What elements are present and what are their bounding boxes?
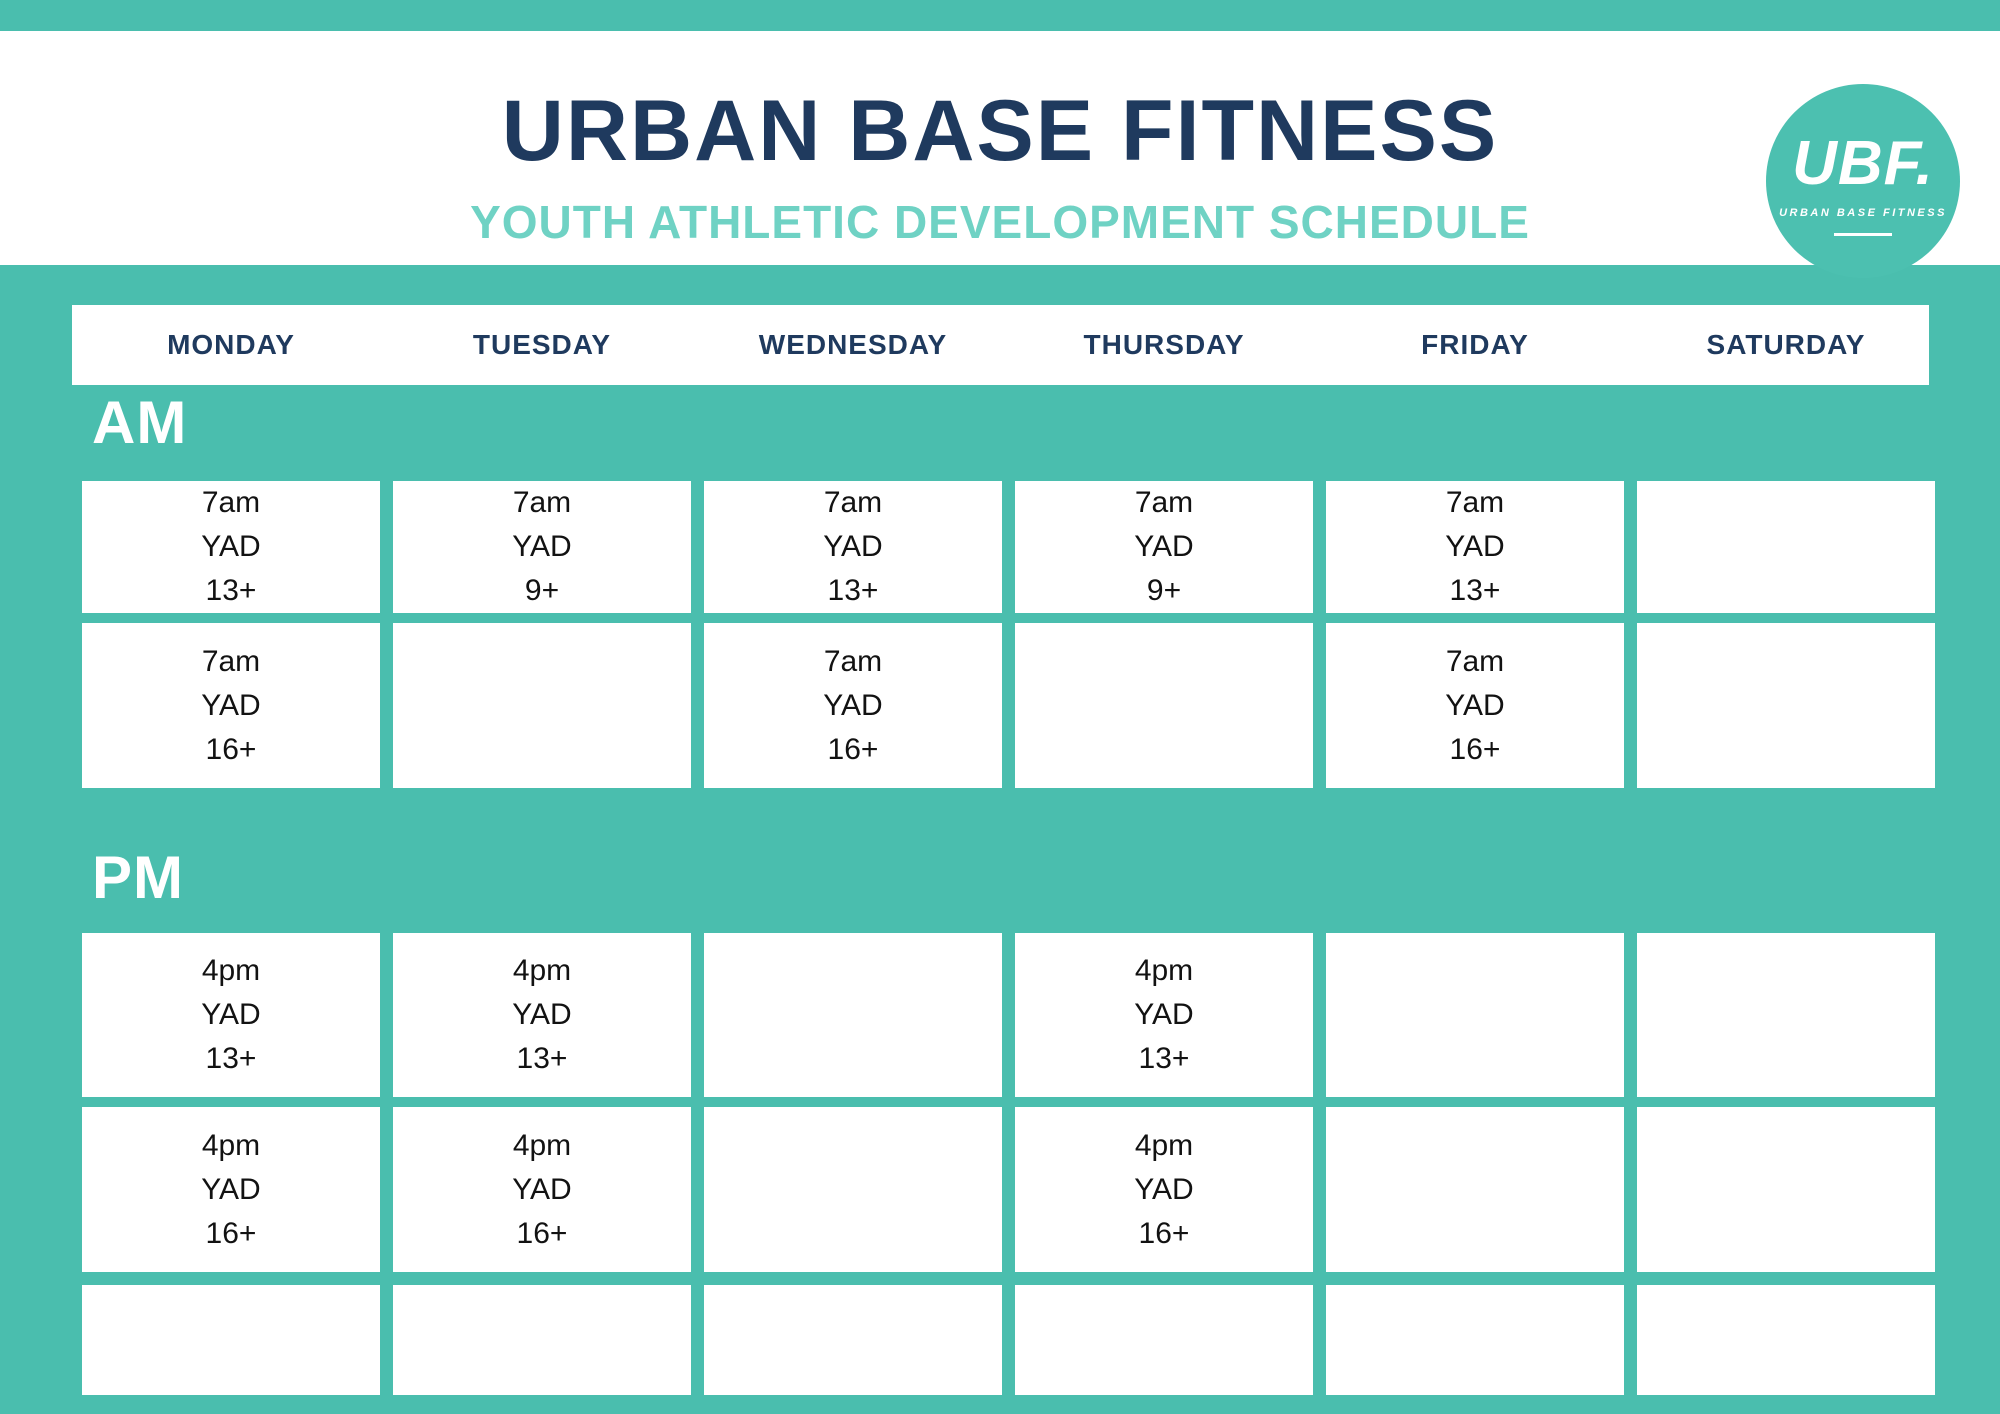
cell-line: 7am [512, 486, 572, 519]
schedule-cell-pm2-monday: 4pm YAD 16+ [82, 1107, 380, 1272]
cell-line: 13+ [1449, 574, 1501, 607]
cell-line: 16+ [827, 732, 879, 766]
cell-line: YAD [1445, 688, 1505, 722]
cell-line: 7am [1445, 486, 1505, 519]
schedule-cell-pm1-friday [1326, 933, 1624, 1097]
schedule-cell-pm1-thursday: 4pm YAD 13+ [1015, 933, 1313, 1097]
cell-line: 16+ [1449, 732, 1501, 766]
schedule-cell-am1-friday: 7am YAD 13+ [1326, 481, 1624, 613]
cell-line: 7am [823, 644, 883, 678]
schedule-row-pm-3 [82, 1285, 1935, 1395]
schedule-cell-am2-thursday [1015, 623, 1313, 788]
day-header-monday: MONDAY [167, 329, 295, 360]
cell-line: 16+ [205, 732, 257, 766]
schedule-cell-pm3-thursday [1015, 1285, 1313, 1395]
cell-line: YAD [201, 688, 261, 722]
section-label-am: AM [92, 389, 188, 456]
day-header-saturday: SATURDAY [1706, 329, 1866, 360]
schedule-cell-pm3-tuesday [393, 1285, 691, 1395]
section-label-pm: PM [92, 844, 184, 911]
day-header-thursday: THURSDAY [1083, 329, 1245, 360]
cell-line: YAD [201, 1172, 261, 1206]
cell-line: YAD [512, 1172, 572, 1206]
day-header-band: MONDAY TUESDAY WEDNESDAY THURSDAY FRIDAY… [72, 305, 1929, 385]
cell-line: 13+ [205, 1042, 257, 1075]
schedule-cell-pm1-tuesday: 4pm YAD 13+ [393, 933, 691, 1097]
cell-line: YAD [1445, 530, 1505, 563]
schedule-cell-pm2-tuesday: 4pm YAD 16+ [393, 1107, 691, 1272]
schedule-cell-pm2-saturday [1637, 1107, 1935, 1272]
cell-line: YAD [823, 688, 883, 722]
page-title: URBAN BASE FITNESS [501, 83, 1499, 179]
schedule-cell-pm3-wednesday [704, 1285, 1002, 1395]
schedule-cell-am2-monday: 7am YAD 16+ [82, 623, 380, 788]
cell-line: 7am [201, 644, 261, 678]
schedule-cell-am1-tuesday: 7am YAD 9+ [393, 481, 691, 613]
cell-line: 7am [823, 486, 883, 519]
page-subtitle: YOUTH ATHLETIC DEVELOPMENT SCHEDULE [470, 196, 1530, 248]
cell-line: YAD [201, 530, 261, 563]
cell-line: YAD [823, 530, 883, 563]
schedule-cell-pm2-wednesday [704, 1107, 1002, 1272]
cell-line: 16+ [205, 1216, 257, 1250]
schedule-cell-pm1-monday: 4pm YAD 13+ [82, 933, 380, 1097]
schedule-row-am-1: 7am YAD 13+ 7am YAD 9+ 7am YAD 13+ 7am YAD 9+ 7a… [82, 481, 1935, 613]
header-band: URBAN BASE FITNESS YOUTH ATHLETIC DEVELO… [0, 31, 2000, 278]
day-header-grid: MONDAY TUESDAY WEDNESDAY THURSDAY FRIDAY… [82, 305, 1935, 385]
schedule-cell-pm3-monday [82, 1285, 380, 1395]
cell-line: YAD [512, 998, 572, 1031]
cell-line: 4pm [1134, 954, 1194, 987]
cell-line: YAD [512, 530, 572, 563]
schedule-cell-am1-saturday [1637, 481, 1935, 613]
schedule-cell-am1-monday: 7am YAD 13+ [82, 481, 380, 613]
schedule-cell-pm2-friday [1326, 1107, 1624, 1272]
cell-line: 4pm [512, 1128, 572, 1162]
logo-abbreviation: UBF. [1792, 128, 1934, 198]
cell-line: 4pm [1134, 1128, 1194, 1162]
cell-line: 9+ [1146, 574, 1182, 607]
cell-line: 13+ [516, 1042, 568, 1075]
schedule-cell-am2-tuesday [393, 623, 691, 788]
schedule-cell-pm1-wednesday [704, 933, 1002, 1097]
cell-line: 16+ [1138, 1216, 1190, 1250]
day-header-tuesday: TUESDAY [472, 329, 612, 360]
cell-line: 4pm [201, 1128, 261, 1162]
cell-line: 13+ [1138, 1042, 1190, 1075]
day-header-wednesday: WEDNESDAY [758, 329, 948, 360]
logo-underline [1834, 232, 1892, 236]
schedule-cell-pm2-thursday: 4pm YAD 16+ [1015, 1107, 1313, 1272]
cell-line: 16+ [516, 1216, 568, 1250]
cell-line: 4pm [512, 954, 572, 987]
schedule-cell-pm1-saturday [1637, 933, 1935, 1097]
cell-line: YAD [1134, 1172, 1194, 1206]
cell-line: 7am [1445, 644, 1505, 678]
ubf-logo: UBF. URBAN BASE FITNESS [1766, 84, 1960, 278]
cell-line: YAD [1134, 998, 1194, 1031]
schedule-cell-am1-wednesday: 7am YAD 13+ [704, 481, 1002, 613]
logo-name: URBAN BASE FITNESS [1779, 206, 1947, 219]
schedule-cell-am2-wednesday: 7am YAD 16+ [704, 623, 1002, 788]
cell-line: 7am [1134, 486, 1194, 519]
cell-line: 7am [201, 486, 261, 519]
cell-line: 13+ [205, 574, 257, 607]
cell-line: 13+ [827, 574, 879, 607]
schedule-cell-pm3-friday [1326, 1285, 1624, 1395]
schedule-cell-pm3-saturday [1637, 1285, 1935, 1395]
day-header-friday: FRIDAY [1421, 329, 1529, 360]
schedule-row-pm-1: 4pm YAD 13+ 4pm YAD 13+ 4pm YAD 13+ [82, 933, 1935, 1097]
schedule-cell-am1-thursday: 7am YAD 9+ [1015, 481, 1313, 613]
cell-line: 4pm [201, 954, 261, 987]
cell-line: YAD [201, 998, 261, 1031]
schedule-row-am-2: 7am YAD 16+ 7am YAD 16+ 7am YAD 16+ [82, 623, 1935, 788]
schedule-row-pm-2: 4pm YAD 16+ 4pm YAD 16+ 4pm YAD 16+ [82, 1107, 1935, 1272]
schedule-cell-am2-saturday [1637, 623, 1935, 788]
cell-line: 9+ [524, 574, 560, 607]
schedule-cell-am2-friday: 7am YAD 16+ [1326, 623, 1624, 788]
cell-line: YAD [1134, 530, 1194, 563]
